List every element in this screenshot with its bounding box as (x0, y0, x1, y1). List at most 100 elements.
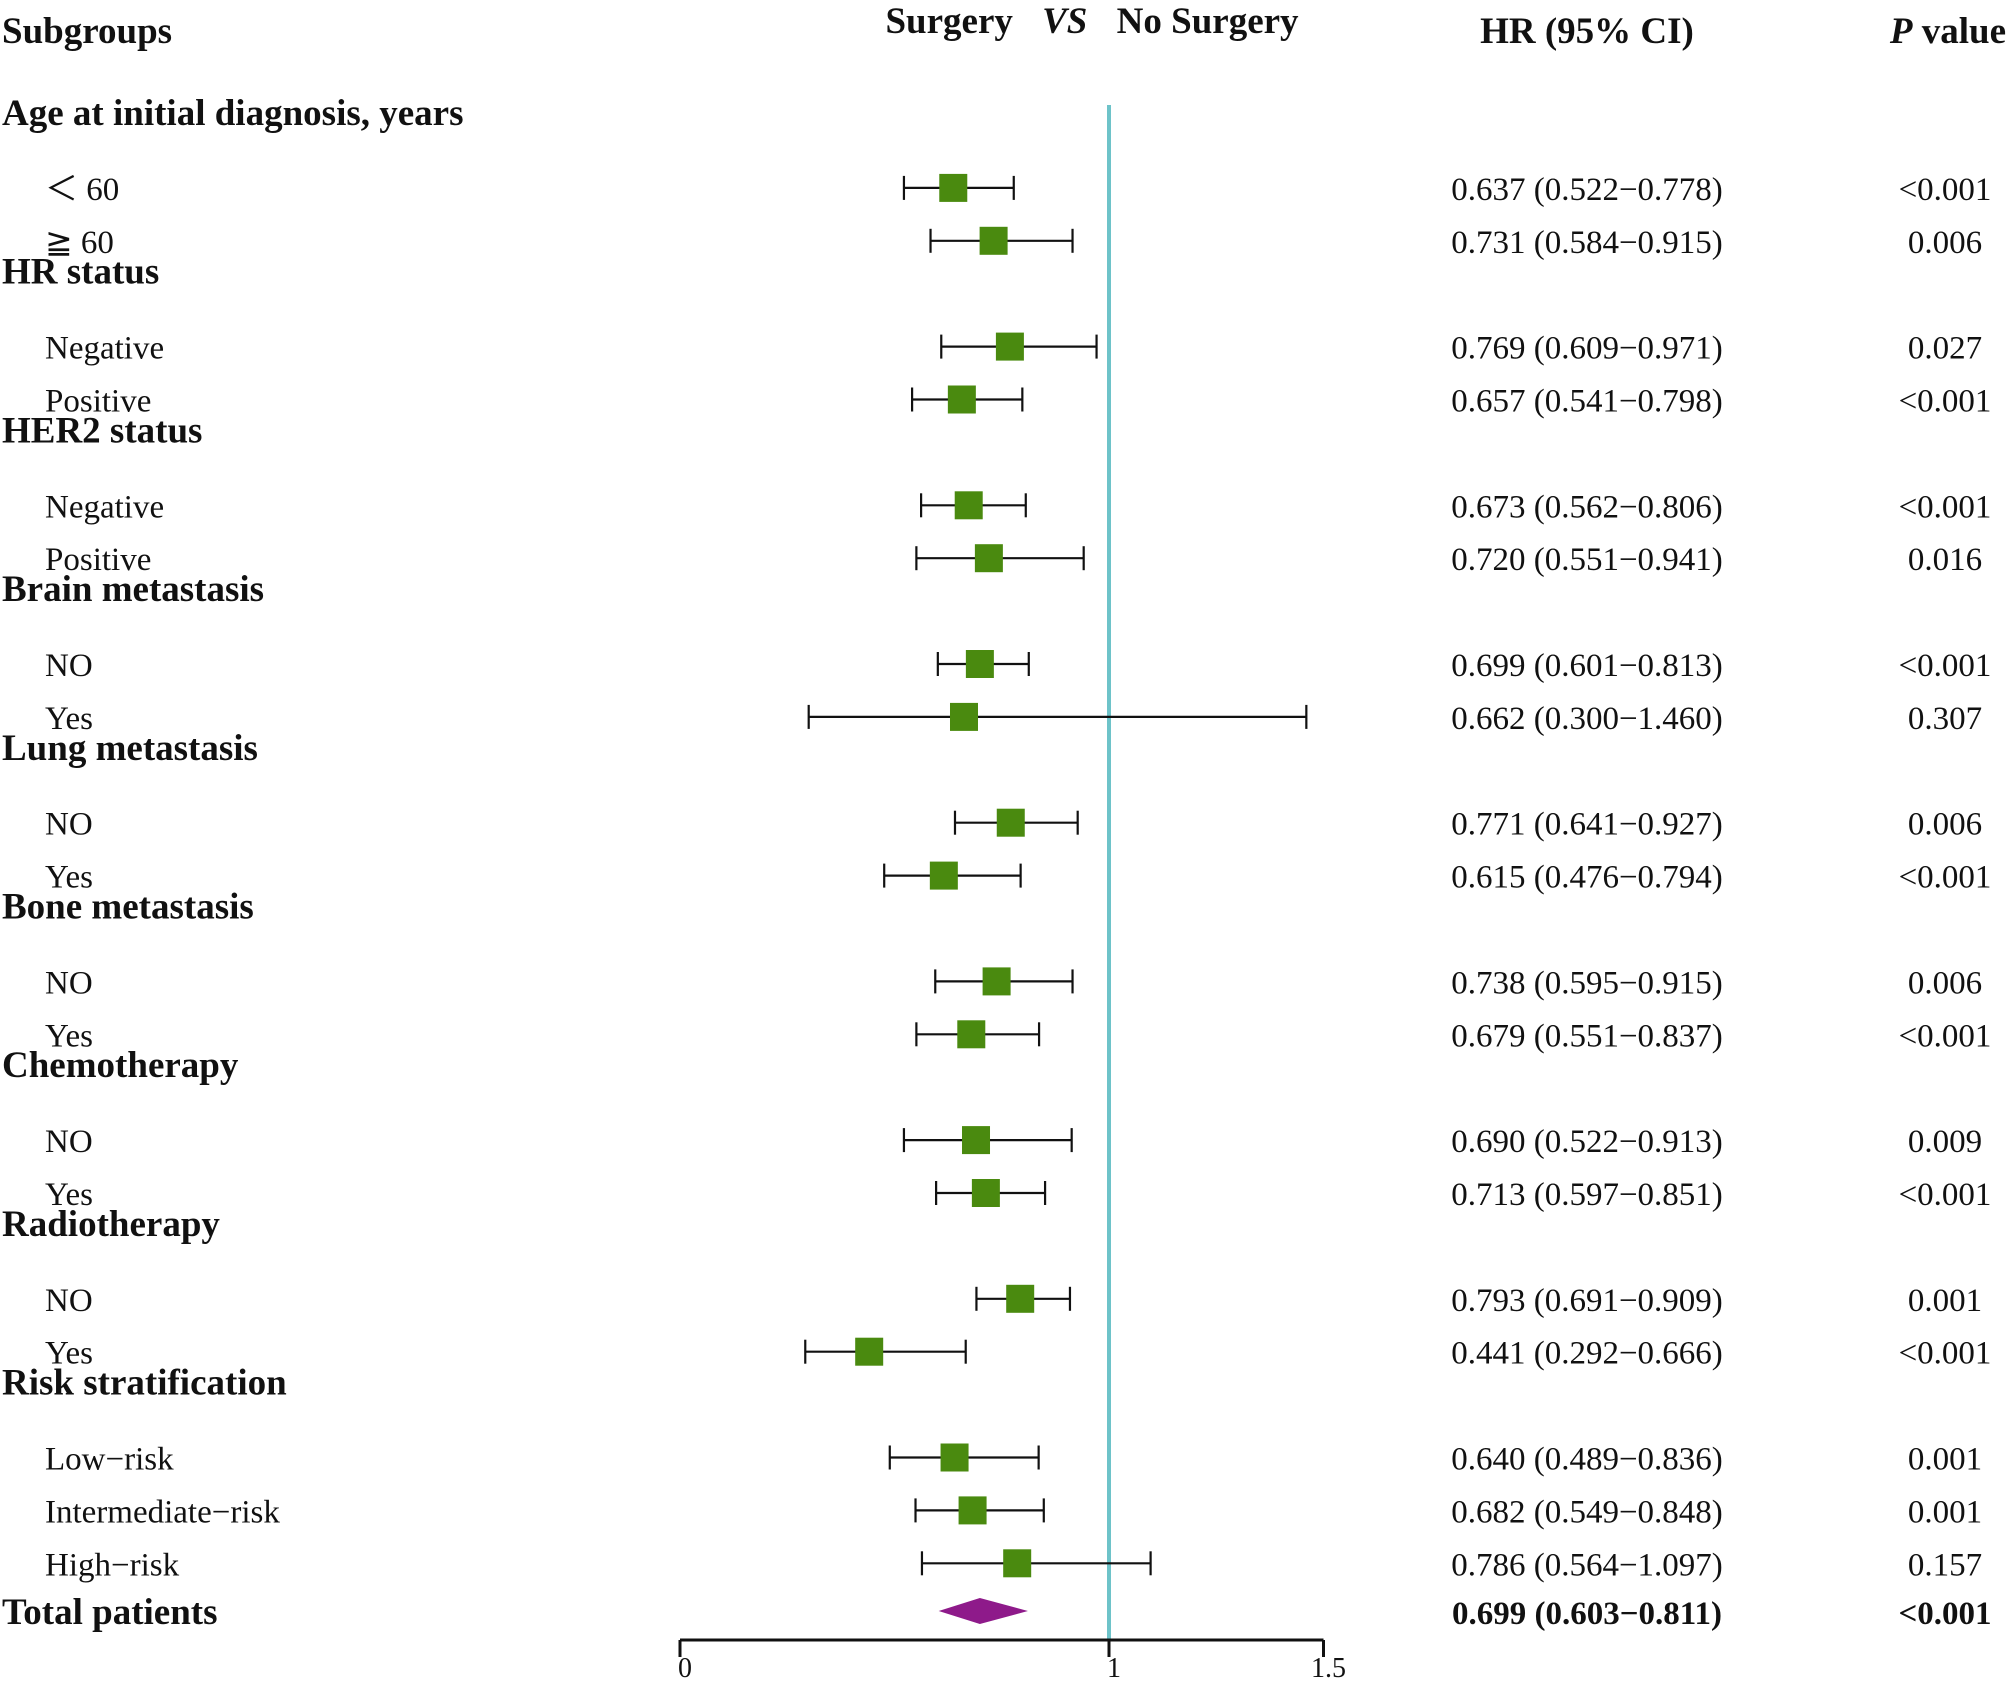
p-value: 0.006 (1908, 965, 1982, 1001)
hr-ci-value: 0.699 (0.601−0.813) (1451, 648, 1723, 684)
p-value: <0.001 (1899, 1336, 1992, 1372)
ci-whisker (920, 1551, 1152, 1576)
header-compare-left: Surgery (885, 1, 1013, 42)
subgroup-label: Yes (45, 860, 93, 896)
group-heading: Bone metastasis (2, 887, 254, 928)
hr-point-marker (958, 1496, 987, 1525)
subgroup-label: Yes (45, 701, 93, 737)
group-heading: Age at initial diagnosis, years (2, 93, 464, 134)
p-value: 0.001 (1908, 1494, 1982, 1530)
x-axis: 0 1 1.5 (678, 1638, 1346, 1684)
p-value: <0.001 (1899, 384, 1992, 420)
p-value: <0.001 (1899, 1018, 1992, 1054)
header-compare-vs: VS (1042, 1, 1087, 42)
hr-ci-value: 0.771 (0.641−0.927) (1451, 807, 1723, 843)
hr-ci-value: 0.793 (0.691−0.909) (1451, 1283, 1723, 1319)
hr-ci-value: 0.731 (0.584−0.915) (1451, 225, 1723, 261)
total-row: Total patients 0.699 (0.603−0.811) <0.001 (2, 1592, 1992, 1633)
hr-ci-value: 0.682 (0.549−0.848) (1451, 1494, 1723, 1530)
hr-point-marker (971, 1179, 1000, 1207)
subgroup-label: High−risk (45, 1547, 180, 1583)
ci-whisker (804, 1339, 967, 1364)
subgroup-label: NO (45, 1124, 93, 1160)
total-p-value: <0.001 (1898, 1596, 1991, 1632)
group-heading: Brain metastasis (2, 569, 264, 610)
p-value: <0.001 (1899, 648, 1992, 684)
hr-point-marker (1003, 1549, 1032, 1578)
group-heading: HER2 status (2, 410, 202, 451)
hr-ci-value: 0.713 (0.597−0.851) (1451, 1177, 1723, 1213)
hr-point-marker (974, 544, 1003, 573)
p-value: <0.001 (1899, 172, 1992, 208)
hr-ci-value: 0.690 (0.522−0.913) (1451, 1124, 1723, 1160)
hr-ci-value: 0.662 (0.300−1.460) (1451, 701, 1723, 737)
hr-point-marker (929, 861, 958, 890)
hr-ci-value: 0.679 (0.551−0.837) (1451, 1018, 1723, 1054)
header-p-column: P value (1889, 11, 2006, 52)
hr-point-marker (996, 808, 1025, 837)
subgroup-label: NO (45, 1283, 93, 1319)
group-heading: Risk stratification (2, 1363, 287, 1404)
p-value: 0.016 (1908, 542, 1982, 578)
header-comparison: Surgery VS No Surgery (885, 1, 1299, 42)
hr-ci-value: 0.769 (0.609−0.971) (1451, 331, 1723, 367)
total-label: Total patients (2, 1592, 218, 1633)
p-value: 0.001 (1908, 1442, 1982, 1478)
header-p-rest: value (1912, 11, 2006, 52)
hr-ci-value: 0.615 (0.476−0.794) (1451, 860, 1723, 896)
hr-point-marker (982, 967, 1011, 996)
group-heading: Lung metastasis (2, 728, 258, 769)
hr-point-marker (954, 491, 983, 520)
subgroup-label: Yes (45, 1177, 93, 1213)
subgroup-label: Yes (45, 1018, 93, 1054)
hr-ci-value: 0.673 (0.562−0.806) (1451, 489, 1723, 525)
group-heading: Radiotherapy (2, 1204, 220, 1245)
p-value: <0.001 (1899, 489, 1992, 525)
p-value: 0.307 (1908, 701, 1982, 737)
summary-diamond (938, 1598, 1028, 1624)
hr-point-marker (962, 1126, 991, 1155)
total-hr-ci-value: 0.699 (0.603−0.811) (1452, 1596, 1722, 1632)
subgroup-label: Positive (45, 384, 151, 420)
hr-point-marker (995, 332, 1024, 361)
group-heading: Chemotherapy (2, 1045, 239, 1086)
x-tick-label: 1 (1107, 1653, 1121, 1684)
subgroup-label: Yes (45, 1336, 93, 1372)
x-tick-label: 1.5 (1311, 1653, 1346, 1684)
forest-rows: Age at initial diagnosis, years ＜ 60 0.637… (2, 93, 1991, 1583)
header: Subgroups Surgery VS No Surgery HR (95% … (2, 1, 2006, 52)
subgroup-label: NO (45, 648, 93, 684)
subgroup-label: Negative (45, 331, 164, 367)
hr-point-marker (949, 702, 978, 731)
p-value: 0.001 (1908, 1283, 1982, 1319)
hr-point-marker (939, 173, 968, 202)
header-subgroups: Subgroups (2, 11, 172, 52)
header-p-italic: P (1889, 11, 1913, 52)
subgroup-label: NO (45, 965, 93, 1001)
hr-ci-value: 0.738 (0.595−0.915) (1451, 965, 1723, 1001)
hr-point-marker (965, 650, 994, 678)
x-tick-label: 0 (678, 1653, 692, 1684)
hr-point-marker (947, 385, 976, 414)
p-value: <0.001 (1899, 1177, 1992, 1213)
p-value: 0.006 (1908, 225, 1982, 261)
hr-point-marker (1006, 1284, 1035, 1313)
hr-ci-value: 0.640 (0.489−0.836) (1451, 1442, 1723, 1478)
group-heading: HR status (2, 252, 159, 293)
hr-point-marker (979, 226, 1008, 255)
hr-ci-value: 0.786 (0.564−1.097) (1451, 1547, 1723, 1583)
subgroup-label: NO (45, 807, 93, 843)
hr-ci-value: 0.720 (0.551−0.941) (1451, 542, 1723, 578)
subgroup-label: Negative (45, 489, 164, 525)
subgroup-label: ≧ 60 (45, 225, 114, 261)
subgroup-label: ＜ 60 (45, 172, 119, 208)
p-value: <0.001 (1899, 860, 1992, 896)
hr-ci-value: 0.657 (0.541−0.798) (1451, 384, 1723, 420)
subgroup-label: Low−risk (45, 1442, 174, 1478)
hr-point-marker (957, 1020, 986, 1049)
header-compare-right: No Surgery (1117, 1, 1299, 42)
hr-ci-value: 0.637 (0.522−0.778) (1451, 172, 1723, 208)
header-hr-column: HR (95% CI) (1480, 11, 1694, 52)
ci-whisker (807, 704, 1308, 729)
